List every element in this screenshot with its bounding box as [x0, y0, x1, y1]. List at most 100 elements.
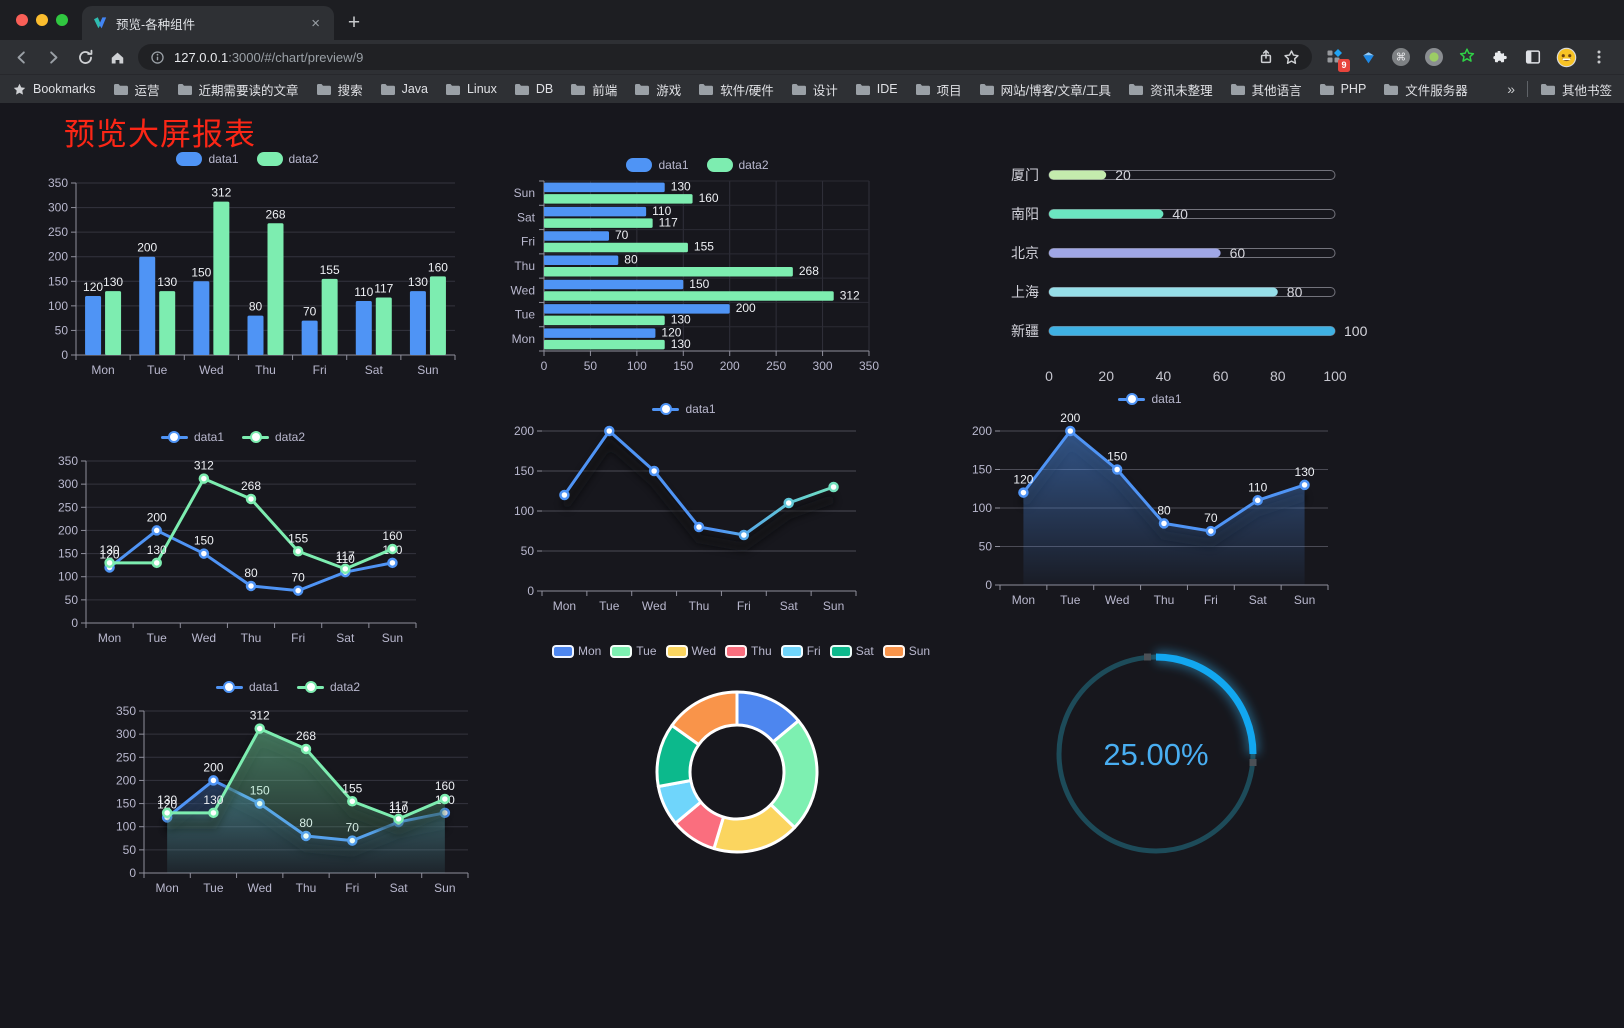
bookmark-folder[interactable]: 游戏 [634, 80, 681, 99]
forward-button[interactable] [38, 43, 68, 71]
svg-text:80: 80 [1270, 368, 1286, 384]
city-progress-plot[interactable]: 厦门 20 南阳 40 北京 60 上海 80 新疆 100 0 20 40 60 80 100 [995, 155, 1375, 387]
grouped-bar-plot[interactable]: 0 50 100 150 200 250 300 350 Mon Tue Wed Thu Fri Sat S… [30, 171, 465, 381]
address-bar[interactable]: 127.0.0.1:3000/#/chart/preview/9 [138, 44, 1312, 70]
chart-grouped-horizontal-bar[interactable]: data1 data2 0 50 100 150 200 250 300 350 Sun Sat Fr… [500, 153, 895, 377]
folder-icon [1540, 83, 1555, 95]
svg-text:Fri: Fri [1204, 593, 1218, 607]
bookmark-folder[interactable]: 运营 [113, 80, 160, 99]
svg-text:120: 120 [100, 547, 120, 561]
chart-gradient-line[interactable]: data1 0 50 100 150 200 Mon Tue Wed Thu Fri Sat Sun [498, 397, 870, 617]
line-gradient-plot[interactable]: 0 50 100 150 200 Mon Tue Wed Thu Fri Sat Sun [498, 421, 870, 617]
bookmark-folder[interactable]: 资讯未整理 [1128, 80, 1213, 99]
back-button[interactable] [6, 43, 36, 71]
svg-text:300: 300 [58, 477, 78, 491]
bookmark-folder[interactable]: PHP [1319, 82, 1366, 96]
legend-item-Fri[interactable]: Fri [780, 644, 821, 658]
legend-item-data1[interactable]: data1 [626, 158, 689, 172]
legend-item-data1[interactable]: data1 [215, 680, 279, 694]
svg-text:厦门: 厦门 [1011, 167, 1039, 183]
chart-two-series-line[interactable]: data1 data2 0 50 100 150 200 250 300 350 Mon Tue We… [38, 425, 428, 649]
close-window-button[interactable] [16, 14, 28, 26]
legend-item-Sun[interactable]: Sun [882, 644, 931, 658]
legend-item-data1[interactable]: data1 [176, 152, 239, 166]
bookmark-folder[interactable]: 软件/硬件 [698, 80, 774, 99]
extension-gem-button[interactable] [1357, 46, 1379, 68]
bookmarks-overflow-chevron[interactable]: » [1507, 81, 1515, 97]
folder-icon [855, 83, 870, 95]
svg-text:Tue: Tue [203, 881, 224, 895]
bookmark-folder[interactable]: 近期需要读的文章 [177, 80, 299, 99]
legend-item-data2[interactable]: data2 [256, 152, 319, 166]
legend-item-Tue[interactable]: Tue [610, 644, 657, 658]
browser-menu-button[interactable] [1588, 46, 1610, 68]
profile-avatar[interactable] [1555, 46, 1577, 68]
bookmark-folder[interactable]: 搜索 [316, 80, 363, 99]
legend-item-data1[interactable]: data1 [160, 430, 224, 444]
area-two-plot[interactable]: 0 50 100 150 200 250 300 350 Mon Tue Wed Thu Fri Sat S… [96, 699, 480, 899]
chart-grouped-bar[interactable]: data1 data2 0 50 100 150 200 250 300 350 Mon Tue We… [30, 147, 465, 381]
bookmark-folder[interactable]: 项目 [915, 80, 962, 99]
chart-two-series-area[interactable]: data1 data2 0 50 100 150 200 250 300 350 Mon Tue We… [96, 675, 480, 899]
extension-green-star-button[interactable] [1456, 46, 1478, 68]
site-info-icon[interactable] [150, 50, 165, 65]
svg-text:150: 150 [58, 547, 78, 561]
maximize-window-button[interactable] [56, 14, 68, 26]
legend-item-data1[interactable]: data1 [1118, 392, 1182, 406]
extensions-puzzle-button[interactable] [1489, 46, 1511, 68]
bookmark-this-page-button[interactable] [1283, 49, 1300, 66]
legend-swatch [215, 680, 243, 694]
bookmark-folder[interactable]: IDE [855, 82, 898, 96]
line-two-plot[interactable]: 0 50 100 150 200 250 300 350 Mon Tue Wed Thu Fri Sat S… [38, 449, 428, 649]
minimize-window-button[interactable] [36, 14, 48, 26]
tab-close-button[interactable]: × [311, 14, 320, 32]
legend-swatch [725, 644, 747, 658]
bookmark-folder[interactable]: 其他语言 [1230, 80, 1302, 99]
svg-text:100: 100 [627, 359, 647, 373]
grouped-hbar-plot[interactable]: 0 50 100 150 200 250 300 350 Sun Sat Fri Thu Wed Tue M… [500, 177, 895, 377]
donut-plot[interactable] [552, 663, 930, 869]
bookmarks-folders: 运营 近期需要读的文章 搜索 Java Linux DB 前端 游戏 软件/硬件 设计 IDE 项目 网… [113, 80, 1468, 99]
bookmark-folder[interactable]: 网站/博客/文章/工具 [979, 80, 1111, 99]
other-bookmarks[interactable]: 其他书签 [1540, 80, 1612, 99]
chart-gauge[interactable]: 25.00% [1038, 641, 1274, 881]
svg-text:Fri: Fri [345, 881, 359, 895]
extension-blocker-button[interactable]: 9 [1324, 46, 1350, 72]
legend-item-Sat[interactable]: Sat [829, 644, 874, 658]
bookmark-folder[interactable]: Java [380, 82, 428, 96]
bookmarks-root[interactable]: Bookmarks [12, 82, 96, 97]
legend-item-data2[interactable]: data2 [297, 680, 360, 694]
tab-strip: 预览-各种组件 × + [0, 0, 1624, 40]
folder-icon [1319, 83, 1334, 95]
legend-label: Sun [908, 644, 931, 658]
legend-item-data2[interactable]: data2 [242, 430, 305, 444]
bookmark-folder[interactable]: 前端 [570, 80, 617, 99]
extension-command-button[interactable]: ⌘ [1390, 46, 1412, 68]
bookmark-folder[interactable]: 文件服务器 [1383, 80, 1468, 99]
legend-item-Thu[interactable]: Thu [725, 644, 772, 658]
chart-city-progress-bars[interactable]: 厦门 20 南阳 40 北京 60 上海 80 新疆 100 0 20 40 60 80 100 [995, 155, 1375, 387]
gem-icon [1362, 51, 1374, 63]
legend-item-Mon[interactable]: Mon [551, 644, 601, 658]
legend-item-data1[interactable]: data1 [652, 402, 716, 416]
chart-donut[interactable]: Mon Tue Wed Thu Fri Sat Sun [551, 639, 931, 869]
bookmark-folder[interactable]: Linux [445, 82, 497, 96]
legend-item-data2[interactable]: data2 [706, 158, 769, 172]
side-panel-button[interactable] [1522, 46, 1544, 68]
legend-item-Wed[interactable]: Wed [665, 644, 716, 658]
svg-text:60: 60 [1213, 368, 1229, 384]
bookmark-folder[interactable]: 设计 [791, 80, 838, 99]
gauge-plot[interactable]: 25.00% [1038, 641, 1274, 881]
reload-button[interactable] [70, 43, 100, 71]
browser-tab[interactable]: 预览-各种组件 × [82, 6, 334, 40]
bookmark-folder-label: 网站/博客/文章/工具 [1000, 83, 1112, 98]
new-tab-button[interactable]: + [347, 11, 361, 34]
area-single-plot[interactable]: 0 50 100 150 200 Mon Tue Wed Thu Fri Sat Sun 120 200 1… [956, 411, 1344, 611]
svg-text:Tue: Tue [599, 599, 620, 613]
chart-single-area[interactable]: data1 0 50 100 150 200 Mon Tue Wed Thu Fri Sat Sun 1… [956, 387, 1344, 611]
extension-green-dot-button[interactable] [1423, 46, 1445, 68]
svg-text:155: 155 [288, 531, 308, 545]
bookmark-folder[interactable]: DB [514, 82, 553, 96]
home-button[interactable] [102, 43, 132, 71]
share-button[interactable] [1258, 49, 1274, 65]
